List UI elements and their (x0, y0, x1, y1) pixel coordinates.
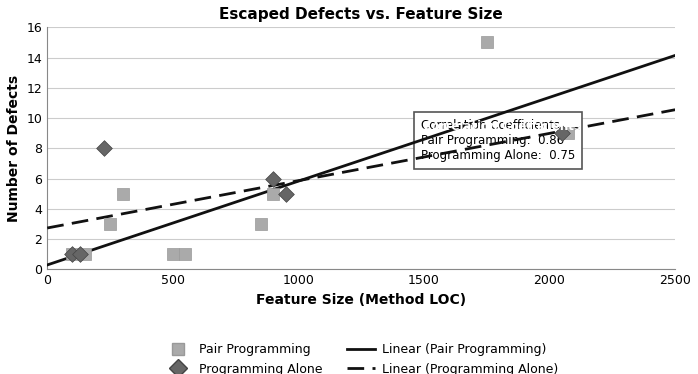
Point (67, 251, 78, 257)
Point (281, 191, 292, 197)
Point (268, 191, 279, 197)
Point (67, 251, 78, 257)
Y-axis label: Number of Defects: Number of Defects (7, 75, 21, 222)
Point (105, 221, 116, 227)
Point (268, 175, 279, 181)
Point (180, 251, 191, 257)
Point (255, 221, 267, 227)
Point (74, 251, 85, 257)
Point (563, 130, 574, 136)
Title: Escaped Defects vs. Feature Size: Escaped Defects vs. Feature Size (219, 7, 503, 22)
Text: Correlation Coefficients
Pair Programming:  0.86
Programming Alone:  0.75: Correlation Coefficients Pair Programmin… (421, 119, 575, 162)
Point (117, 191, 128, 197)
Point (98, 145, 110, 151)
Legend: Pair Programming, Programming Alone, Linear (Pair Programming), Linear (Programm: Pair Programming, Programming Alone, Lin… (164, 343, 558, 374)
Point (556, 130, 567, 136)
Text: Correlation Coefficients: Correlation Coefficients (423, 120, 581, 134)
Point (481, 39, 492, 45)
Point (80, 251, 91, 257)
X-axis label: Feature Size (Method LOC): Feature Size (Method LOC) (256, 293, 466, 307)
Point (168, 251, 179, 257)
